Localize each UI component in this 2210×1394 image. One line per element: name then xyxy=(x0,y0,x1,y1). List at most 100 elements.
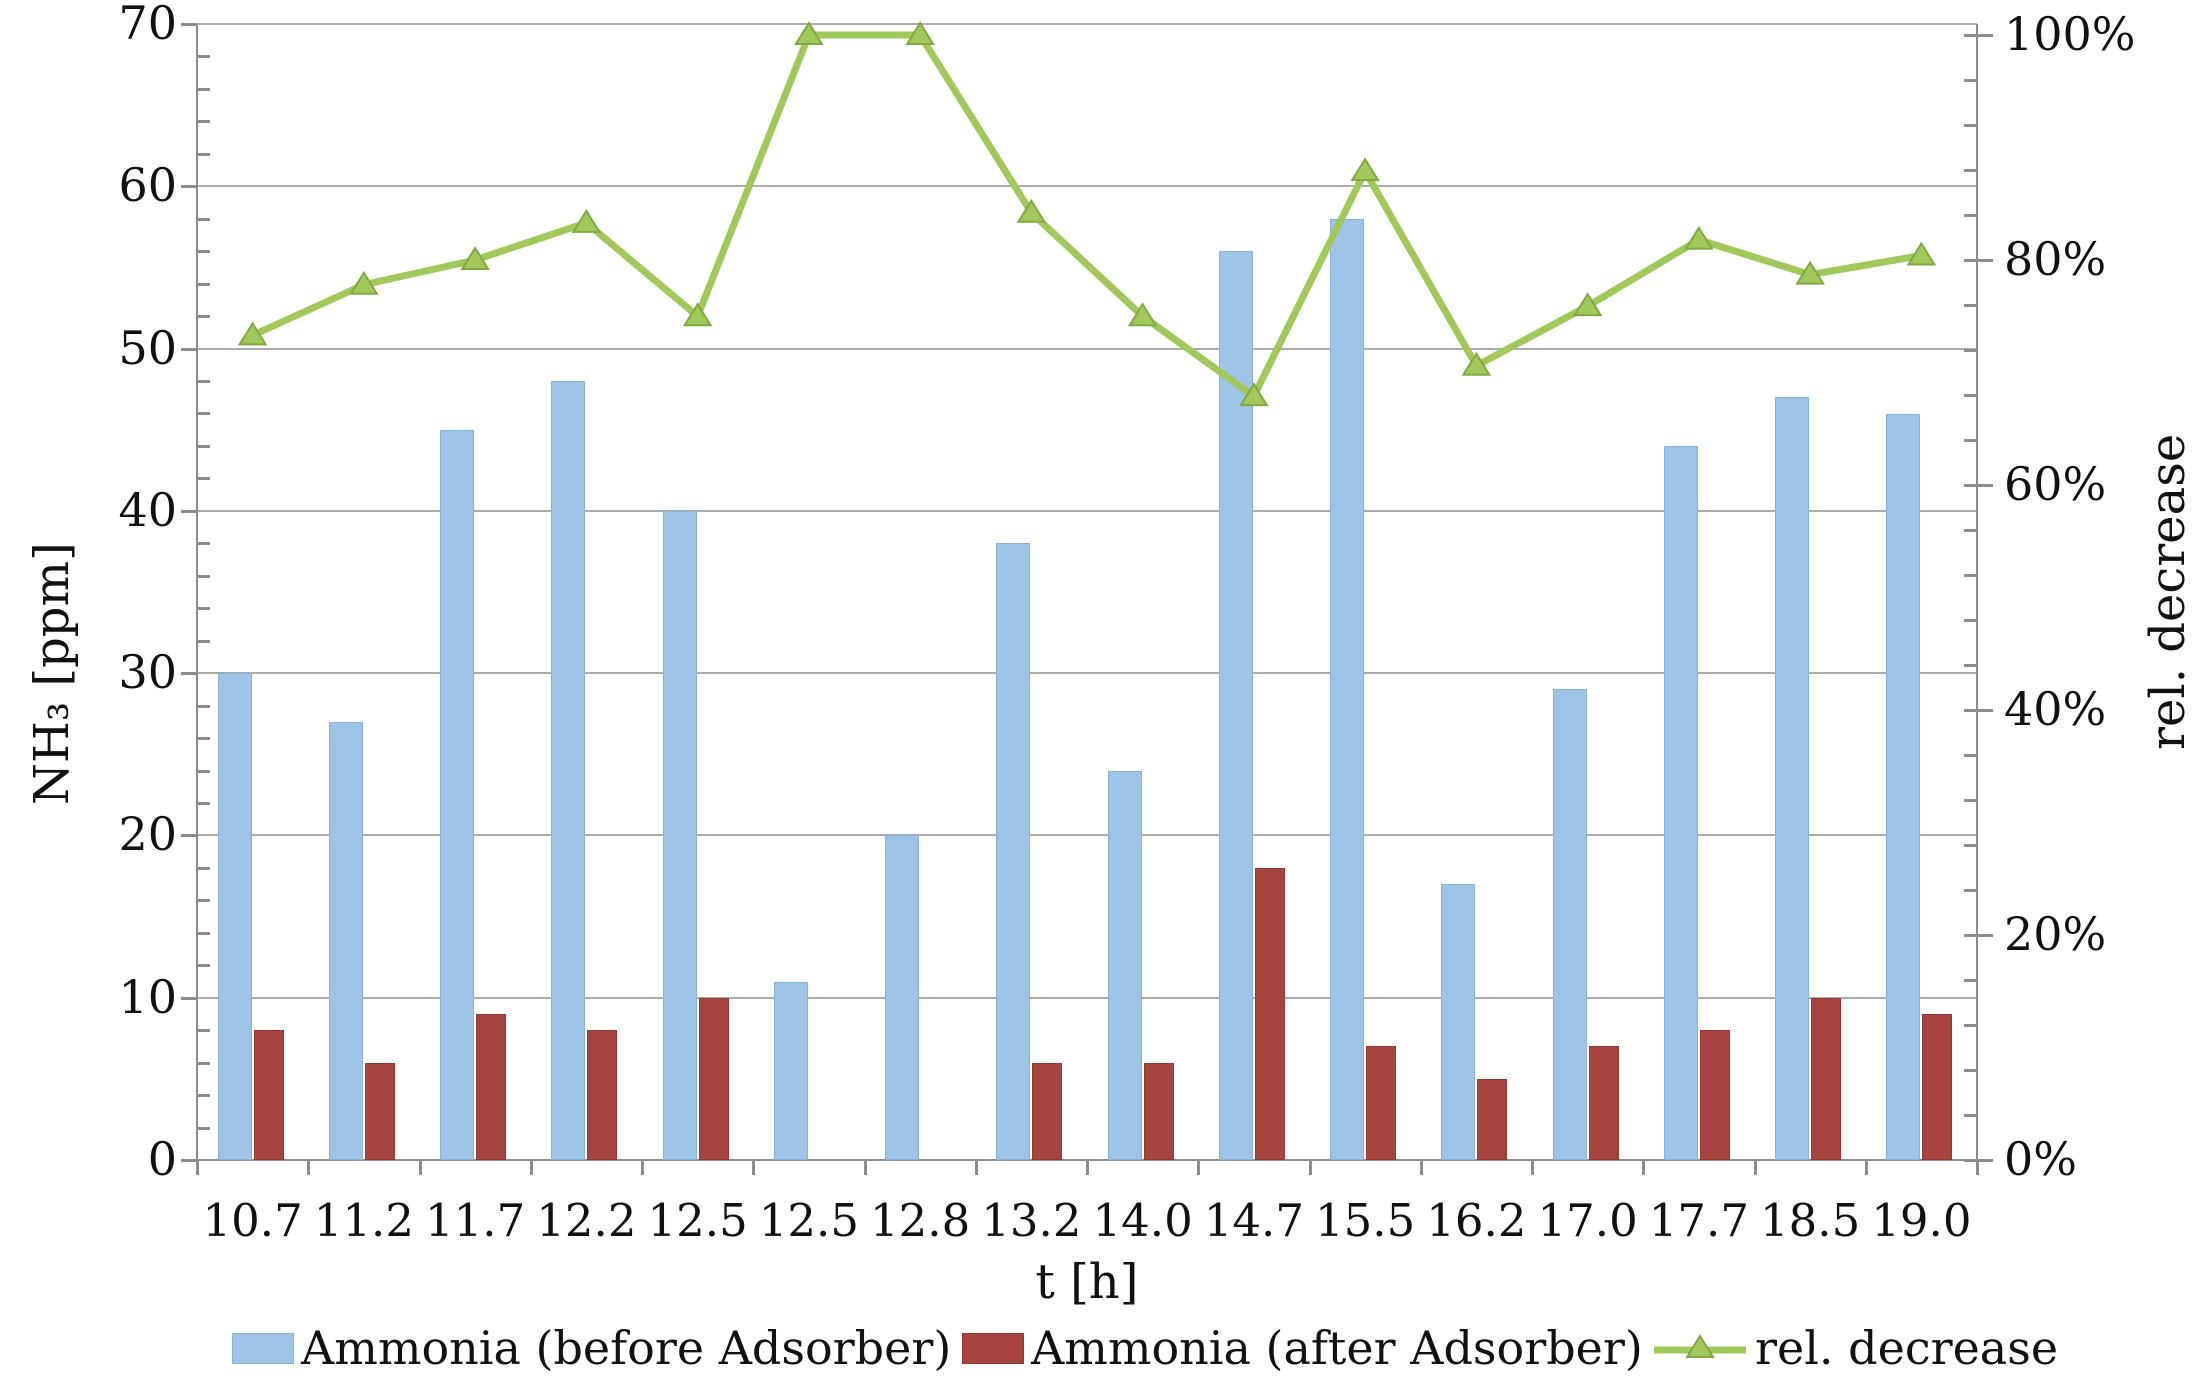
x-axis-tick xyxy=(1419,1160,1423,1175)
legend-label: Ammonia (before Adsorber) xyxy=(301,1321,952,1375)
bar-before-adsorber xyxy=(773,981,808,1160)
x-axis-tick xyxy=(1976,1160,1979,1175)
left-axis-minor-tick xyxy=(197,931,210,935)
x-axis-tick-label: 17.0 xyxy=(1537,1194,1638,1247)
bar-before-adsorber xyxy=(1441,884,1476,1160)
left-axis-minor-tick xyxy=(197,866,210,870)
rel-decrease-marker xyxy=(1350,157,1380,182)
left-axis-minor-tick xyxy=(197,1029,210,1033)
right-axis-minor-tick xyxy=(1964,124,1977,127)
x-axis-tick xyxy=(418,1160,422,1175)
bar-after-adsorber xyxy=(1811,997,1842,1160)
x-axis-tick-label: 12.5 xyxy=(647,1194,748,1247)
x-axis-tick xyxy=(1197,1160,1201,1175)
right-axis-major-tick xyxy=(1964,709,1993,712)
left-axis-minor-tick xyxy=(197,282,210,286)
plot-area xyxy=(181,21,1993,1175)
left-axis-minor-tick xyxy=(197,737,210,741)
x-axis-tick xyxy=(1864,1160,1868,1175)
left-axis-major-tick xyxy=(181,185,197,189)
y-axis-tick-label: 70 xyxy=(118,0,177,50)
bar-after-adsorber xyxy=(1699,1030,1730,1160)
legend-swatch-after xyxy=(962,1332,1024,1364)
right-axis-minor-tick xyxy=(1964,439,1977,442)
bar-before-adsorber xyxy=(551,381,586,1160)
x-axis-tick-label: 12.5 xyxy=(758,1194,859,1247)
right-axis-minor-tick xyxy=(1964,1069,1977,1072)
rel-decrease-marker xyxy=(905,21,935,45)
rel-decrease-marker xyxy=(1127,302,1158,327)
rel-decrease-line xyxy=(249,31,1925,400)
left-axis-minor-tick xyxy=(197,574,210,578)
right-axis-minor-tick xyxy=(1964,1114,1977,1117)
x-axis-tick-label: 13.2 xyxy=(981,1194,1082,1247)
left-axis-minor-tick xyxy=(197,1061,210,1065)
rel-decrease-marker xyxy=(237,321,268,346)
rel-decrease-marker xyxy=(794,21,824,45)
y-axis-tick-label: 30 xyxy=(118,645,177,700)
left-axis-minor-tick xyxy=(197,315,210,319)
bar-before-adsorber xyxy=(1886,413,1921,1160)
gridline xyxy=(197,347,1977,350)
x-axis-tick-label: 15.5 xyxy=(1315,1194,1416,1247)
rel-decrease-marker xyxy=(460,246,490,270)
left-axis-minor-tick xyxy=(197,801,210,805)
x-axis-tick xyxy=(307,1160,311,1175)
x-axis-tick-label: 14.7 xyxy=(1203,1194,1304,1247)
left-axis-minor-tick xyxy=(197,250,210,254)
rel-decrease-marker xyxy=(1461,351,1492,376)
rel-decrease-marker xyxy=(571,208,602,233)
x-axis-tick xyxy=(641,1160,644,1175)
x-axis-tick-label: 11.2 xyxy=(313,1194,414,1247)
gridline xyxy=(197,834,1977,837)
x-axis-tick xyxy=(1753,1160,1757,1175)
x-axis-tick-label: 16.2 xyxy=(1426,1194,1527,1247)
bar-before-adsorber xyxy=(662,510,697,1160)
bar-after-adsorber xyxy=(253,1030,284,1160)
y2-axis-tick-label: 80% xyxy=(2004,232,2107,286)
right-axis-minor-tick xyxy=(1964,844,1977,847)
y-axis-tick-label: 10 xyxy=(118,969,177,1024)
x-axis-tick xyxy=(1531,1160,1534,1175)
left-axis-minor-tick xyxy=(197,899,210,903)
x-axis-tick xyxy=(196,1160,199,1175)
left-axis-minor-tick xyxy=(197,1094,210,1098)
right-axis-minor-tick xyxy=(1964,619,1977,622)
rel-decrease-marker xyxy=(1684,225,1714,250)
right-axis-minor-tick xyxy=(1964,979,1977,982)
bar-after-adsorber xyxy=(1922,1013,1953,1160)
x-axis-tick-label: 14.0 xyxy=(1092,1194,1193,1247)
left-axis-major-tick xyxy=(181,509,197,513)
rel-decrease-marker xyxy=(1795,260,1825,285)
x-axis-tick-label: 10.7 xyxy=(202,1194,303,1247)
bar-after-adsorber xyxy=(1032,1062,1063,1160)
y2-axis-tick-label: 60% xyxy=(2004,457,2107,511)
left-axis-minor-tick xyxy=(197,607,210,611)
rel-decrease-marker xyxy=(682,302,713,327)
right-axis-minor-tick xyxy=(1964,304,1977,307)
bar-before-adsorber xyxy=(996,543,1031,1160)
x-axis-tick xyxy=(1308,1160,1312,1175)
bar-after-adsorber xyxy=(1588,1046,1619,1160)
rel-decrease-marker xyxy=(1572,292,1603,317)
legend-line-marker xyxy=(1654,1334,1746,1358)
right-axis-minor-tick xyxy=(1964,574,1977,577)
bar-before-adsorber xyxy=(885,835,920,1160)
left-axis-minor-tick xyxy=(197,769,210,773)
right-axis-major-tick xyxy=(1964,484,1993,487)
x-axis-tick xyxy=(974,1160,978,1175)
left-axis-minor-tick xyxy=(197,542,210,546)
gridline xyxy=(197,509,1977,512)
right-axis-minor-tick xyxy=(1964,754,1977,757)
right-axis-major-tick xyxy=(1964,934,1993,937)
right-axis-major-tick xyxy=(1964,259,1993,262)
x-axis-tick-label: 18.5 xyxy=(1760,1194,1861,1247)
x-axis-tick-label: 17.7 xyxy=(1648,1194,1749,1247)
right-axis-line xyxy=(1976,24,1978,1160)
x-axis-tick xyxy=(1086,1160,1089,1175)
bar-after-adsorber xyxy=(587,1030,618,1160)
bar-before-adsorber xyxy=(328,721,363,1160)
right-axis-minor-tick xyxy=(1964,169,1977,172)
y2-axis-tick-label: 100% xyxy=(2004,7,2136,61)
